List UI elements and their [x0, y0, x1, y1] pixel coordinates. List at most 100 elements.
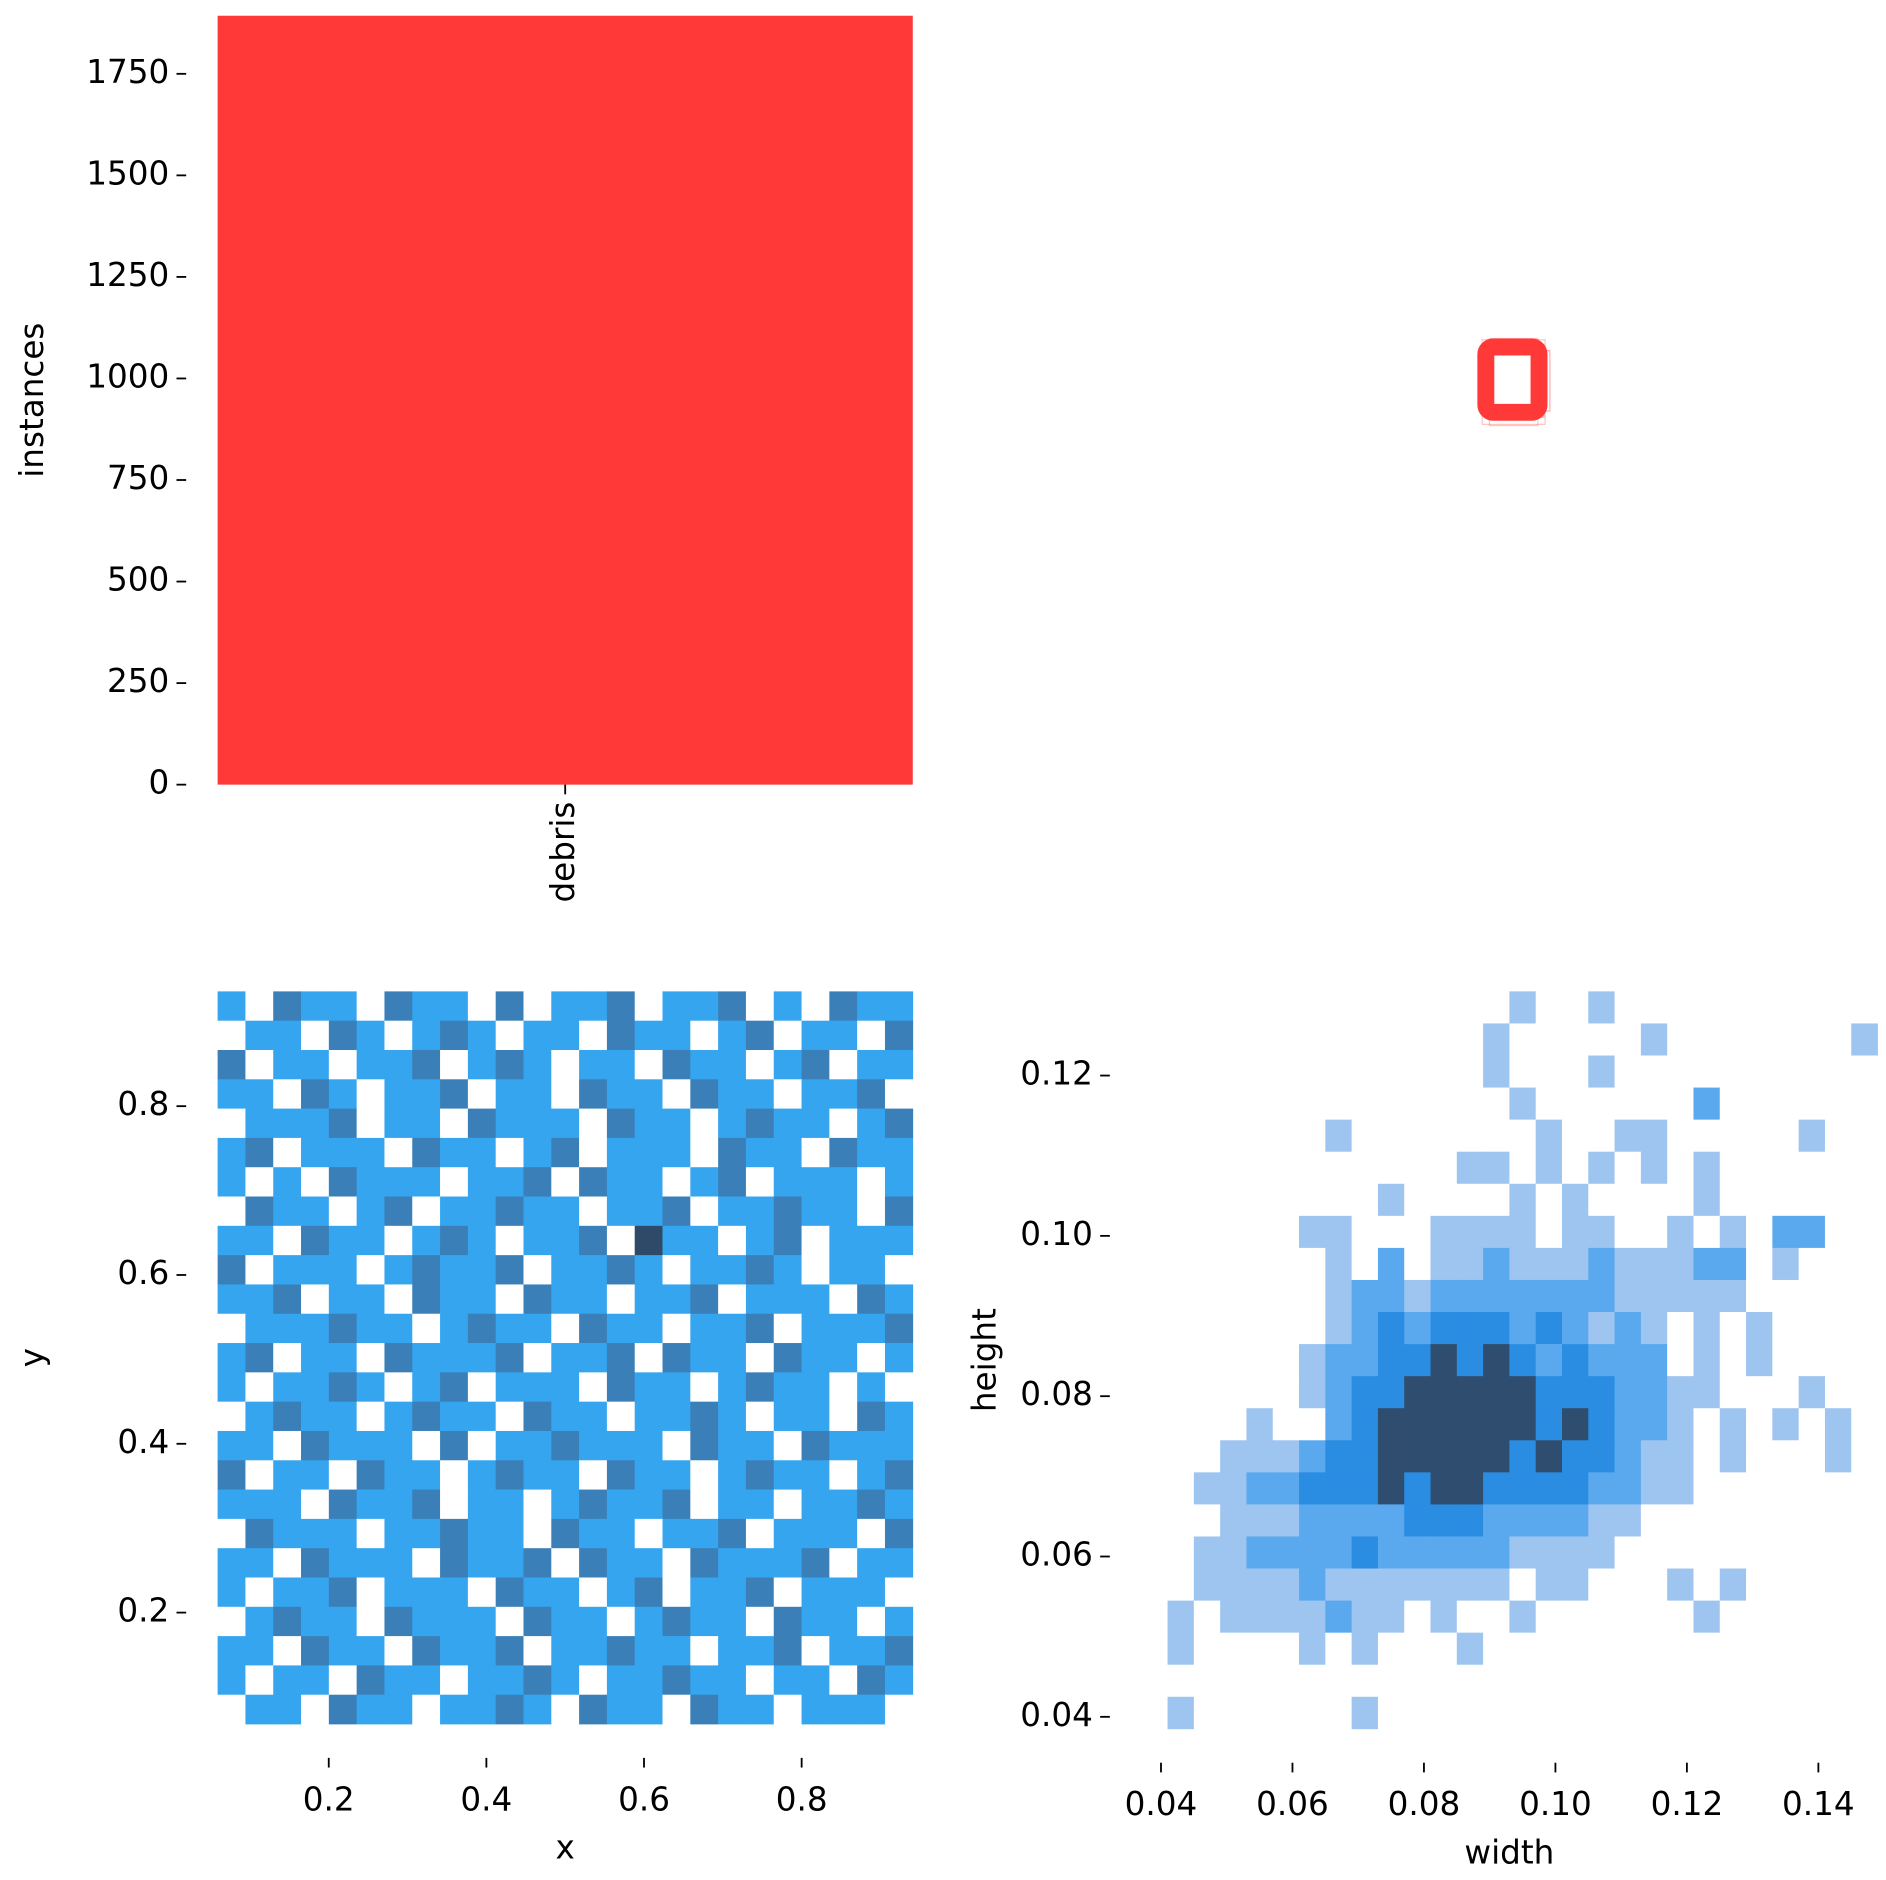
heat-cell: [1824, 1600, 1852, 1634]
heat-cell: [884, 1548, 914, 1578]
heat-cell: [1693, 1408, 1721, 1441]
heat-cell: [412, 1489, 441, 1520]
heat-cell: [579, 1225, 608, 1256]
heat-cell: [1246, 1600, 1274, 1634]
heat-cell: [1851, 1632, 1878, 1666]
heat-cell: [356, 1606, 385, 1637]
heat-cell: [245, 1489, 274, 1520]
heat-cell: [1824, 1504, 1852, 1537]
heat-cell: [1483, 1151, 1510, 1185]
heat-cell: [1430, 1408, 1458, 1441]
heat-cell: [328, 1606, 358, 1637]
heat-cell: [1325, 1119, 1352, 1153]
heat-cell: [1220, 1055, 1247, 1088]
heat-cell: [829, 1636, 858, 1666]
heat-cell: [1404, 1023, 1431, 1056]
heat-cell: [829, 1694, 858, 1725]
heat-cell: [884, 1401, 914, 1432]
heat-cell: [579, 1665, 608, 1696]
heat-cell: [412, 1518, 441, 1549]
heat-cell: [801, 1460, 830, 1490]
heat-cell: [523, 1313, 552, 1344]
heat-cell: [1614, 1055, 1642, 1088]
y-axis-label: height: [966, 1308, 1004, 1412]
heat-cell: [1719, 1215, 1747, 1249]
heat-cell: [1746, 1279, 1773, 1313]
heat-cell: [801, 1577, 830, 1608]
heat-cell: [829, 1137, 858, 1168]
heat-cell: [1430, 1312, 1458, 1345]
heat-cell: [1272, 1312, 1300, 1345]
heat-cell: [217, 991, 246, 1022]
heat-cell: [1246, 1055, 1274, 1088]
heat-cell: [1193, 1408, 1221, 1441]
heat-cell: [579, 1313, 608, 1344]
heat-cell: [384, 1665, 413, 1696]
heat-cell: [384, 1489, 413, 1520]
heat-cell: [1456, 1151, 1484, 1185]
heat-cell: [884, 1284, 914, 1315]
heat-cell: [718, 1606, 747, 1637]
heat-cell: [1614, 1568, 1642, 1601]
heat-cell: [440, 1255, 469, 1285]
heat-cell: [1719, 1664, 1747, 1698]
heat-cell: [634, 1284, 663, 1315]
heat-cell: [1456, 1504, 1484, 1537]
heat-cell: [1377, 1151, 1405, 1185]
heat-cell: [1798, 1568, 1826, 1601]
heat-cell: [467, 1049, 497, 1080]
heat-cell: [606, 1255, 636, 1285]
heat-cell: [662, 1372, 691, 1403]
heat-cell: [1430, 991, 1458, 1024]
heat-cell: [1141, 1087, 1168, 1121]
heat-cell: [884, 1079, 914, 1109]
heat-cell: [1325, 1664, 1352, 1698]
heat-cell: [1640, 1247, 1668, 1281]
heat-cell: [1272, 1568, 1300, 1601]
heat-cell: [440, 1518, 469, 1549]
heat-cell: [1430, 1664, 1458, 1698]
heat-cell: [1325, 991, 1352, 1024]
heat-cell: [384, 1518, 413, 1549]
heat-cell: [1141, 1119, 1168, 1153]
heat-cell: [745, 1108, 775, 1139]
heat-cell: [857, 1694, 886, 1725]
heat-cell: [440, 1401, 469, 1432]
heat-cell: [273, 1167, 302, 1197]
heat-cell: [1588, 1183, 1615, 1217]
heat-cell: [1483, 1376, 1510, 1409]
heat-cell: [245, 1401, 274, 1432]
heat-cell: [495, 1606, 524, 1637]
heat-cell: [1614, 1087, 1642, 1121]
heat-cell: [1456, 1279, 1484, 1313]
heat-cell: [1220, 1151, 1247, 1185]
heat-cell: [662, 1284, 691, 1315]
heat-cell: [1535, 1472, 1563, 1505]
heat-cell: [1561, 1279, 1589, 1313]
heat-cell: [1377, 1440, 1405, 1473]
box-overlay: [1477, 337, 1551, 427]
heat-cell: [1824, 1055, 1852, 1088]
heat-cell: [884, 1577, 914, 1608]
heat-cell: [690, 1225, 719, 1256]
heat-cell: [1588, 1151, 1615, 1185]
heat-cell: [301, 1665, 330, 1696]
x-tick-label: 0.8: [776, 1780, 828, 1818]
heat-cell: [1167, 1504, 1195, 1537]
heat-cell: [1430, 1600, 1458, 1634]
heat-cell: [1351, 1119, 1379, 1153]
heat-cell: [1614, 1408, 1642, 1441]
heat-cell: [273, 1636, 302, 1666]
heat-cell: [857, 1489, 886, 1520]
heat-cell: [1246, 1632, 1274, 1666]
heat-cell: [1798, 1087, 1826, 1121]
heat-cell: [1299, 1632, 1326, 1666]
heat-cell: [1561, 1408, 1589, 1441]
heat-cell: [1851, 1151, 1878, 1185]
heat-cell: [328, 1636, 358, 1666]
heat-cell: [857, 1284, 886, 1315]
heat-cell: [217, 1225, 246, 1256]
heat-cell: [1588, 1247, 1615, 1281]
heat-cell: [1404, 1408, 1431, 1441]
